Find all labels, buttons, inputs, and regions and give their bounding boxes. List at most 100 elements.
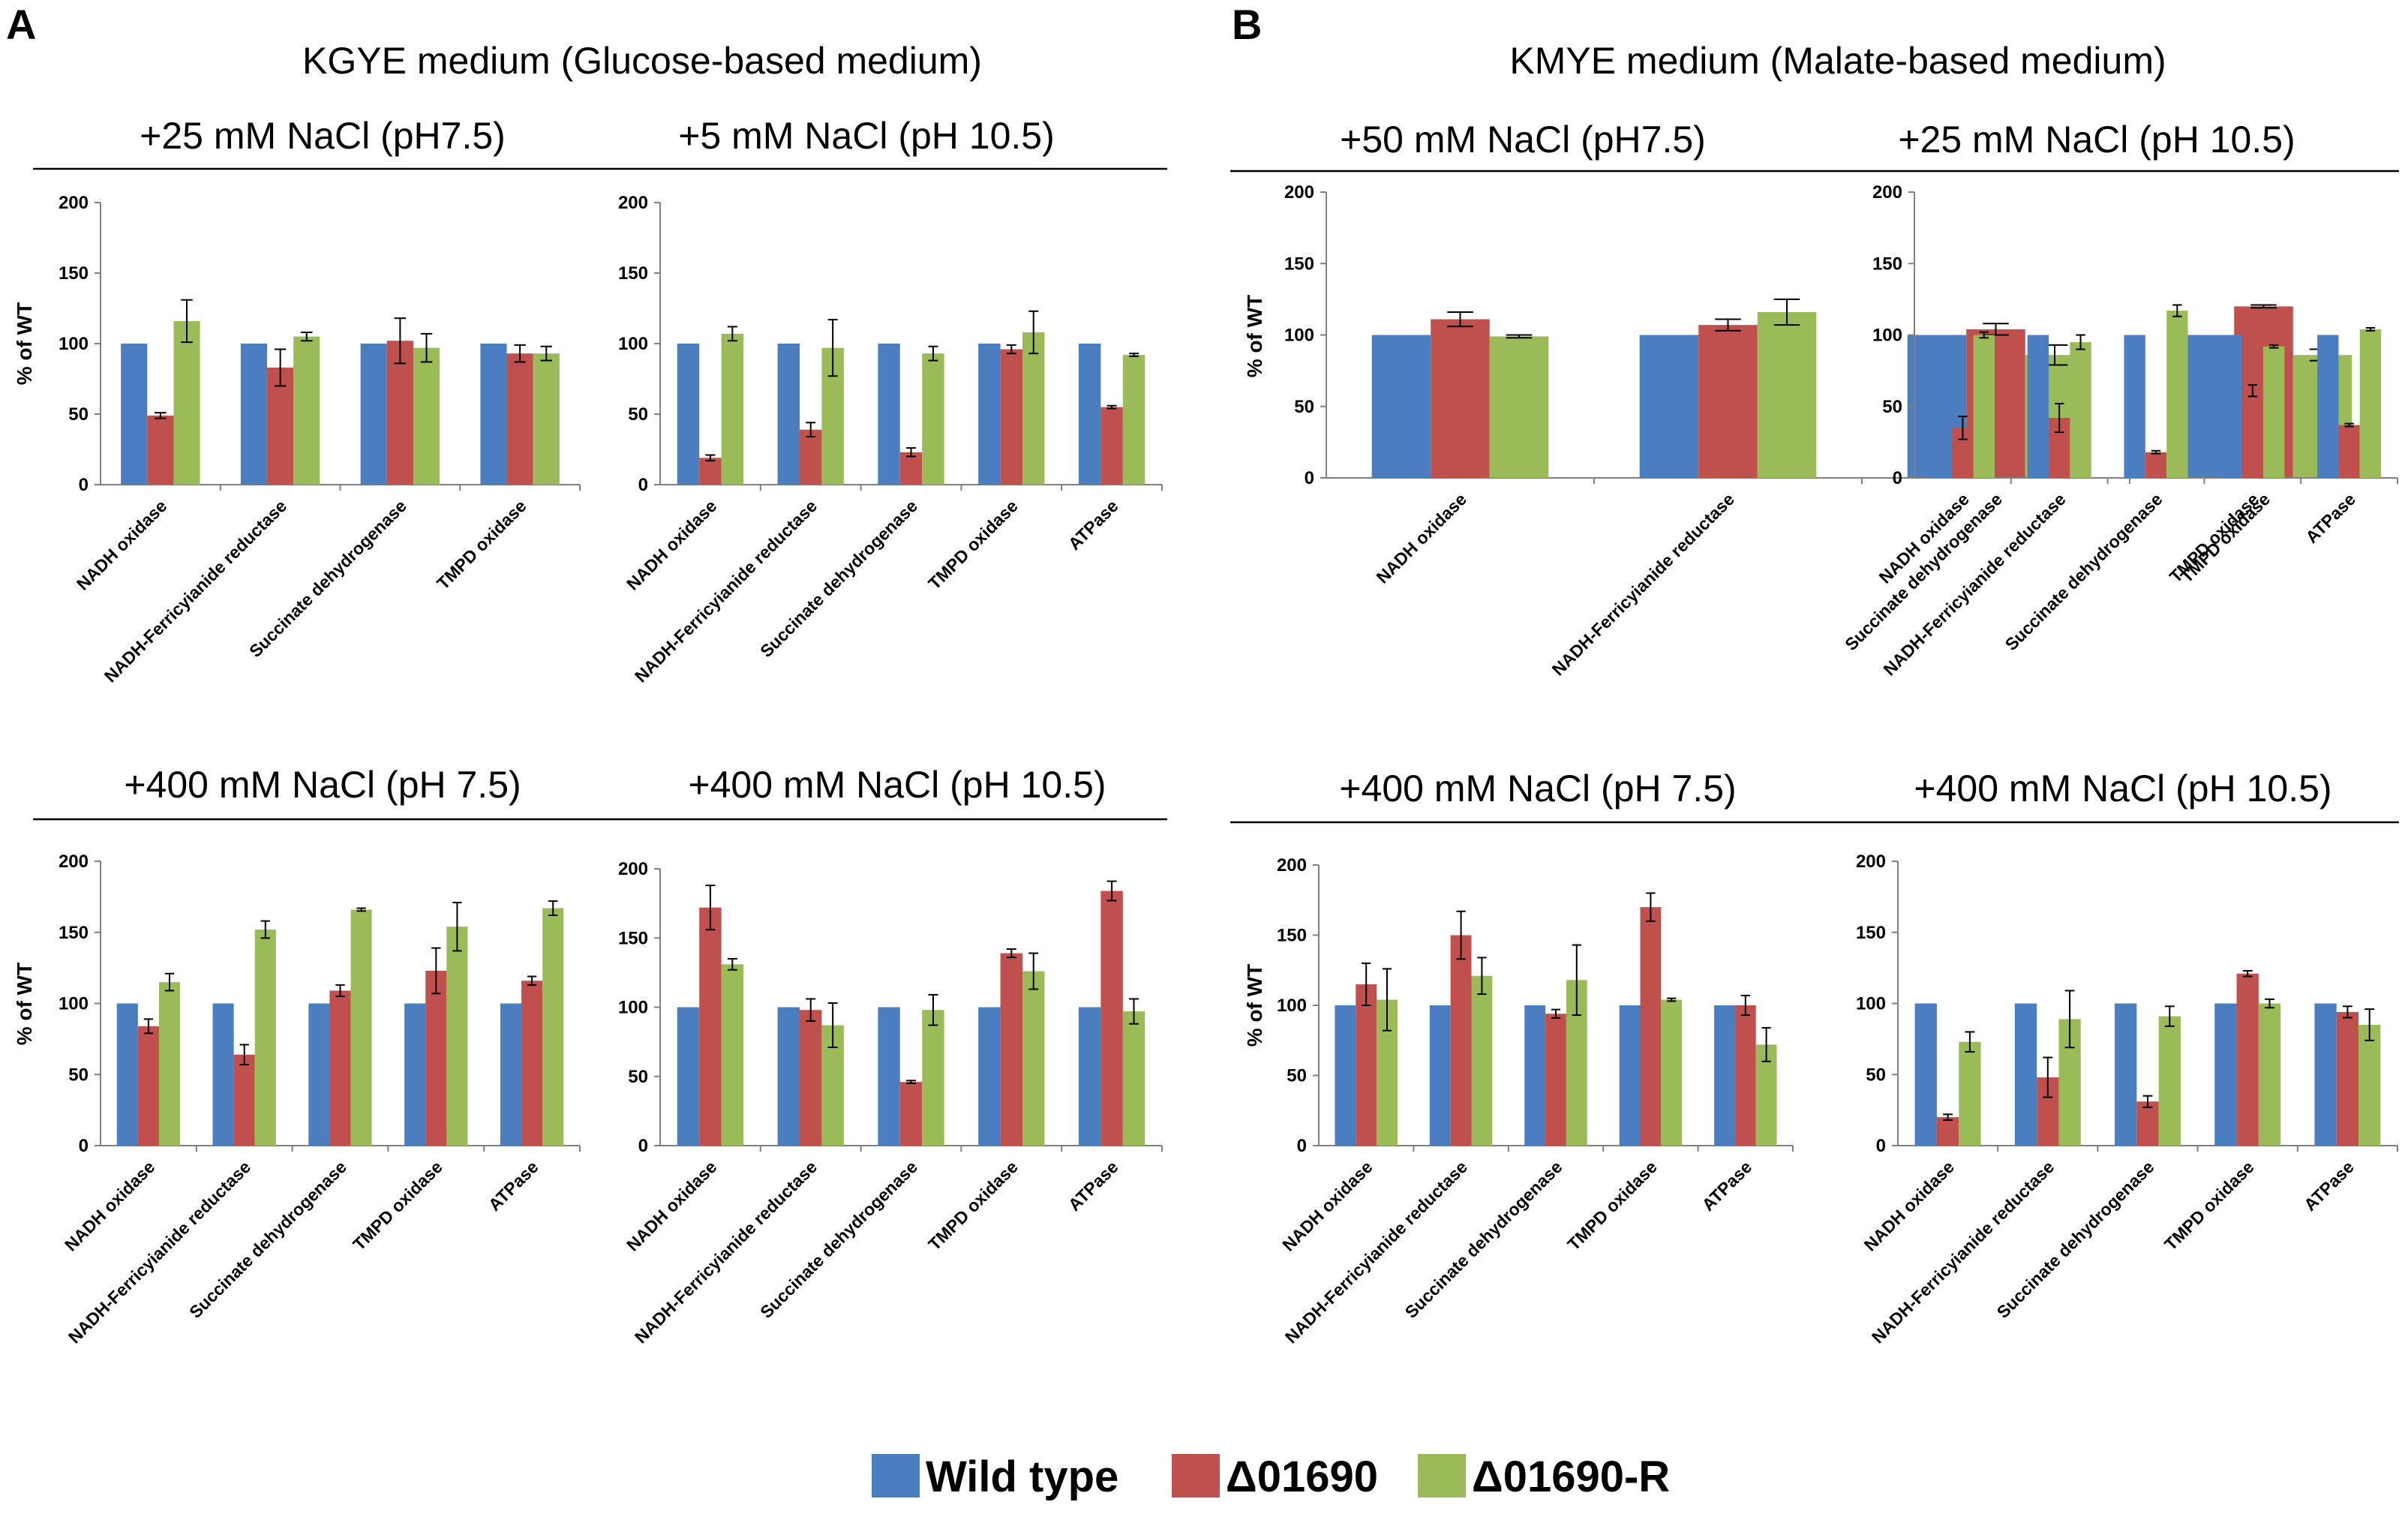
bar-delta (1640, 907, 1662, 1146)
y-tick-label: 150 (1277, 926, 1307, 946)
y-tick-label: 150 (59, 923, 89, 943)
x-category-label: Succinate dehydrogenase (1401, 1157, 1566, 1322)
bar-wild-type (677, 344, 700, 485)
y-tick-label: 200 (618, 193, 648, 213)
x-category-label: NADH-Ferricyianide reductase (65, 1157, 254, 1347)
y-tick-label: 200 (1872, 182, 1902, 203)
bar-wild-type (1524, 1005, 1546, 1146)
legend-label-delta-r: Δ01690-R (1472, 1452, 1670, 1501)
y-tick-label: 150 (1872, 254, 1902, 274)
panel-b-medium-title: KMYE medium (Malate-based medium) (1509, 40, 2166, 82)
bar-delta-r (1489, 336, 1549, 478)
chart-title: +400 mM NaCl (pH 7.5) (1339, 768, 1736, 810)
y-tick-label: 100 (618, 334, 648, 354)
x-category-label: TMPD oxidase (1563, 1157, 1661, 1254)
legend: Wild type Δ01690 Δ01690-R (872, 1452, 1670, 1501)
bar-delta-r (254, 929, 276, 1146)
x-category-label: ATPase (2301, 489, 2359, 547)
y-axis-label: % of WT (13, 302, 36, 385)
x-category-label: NADH oxidase (1373, 489, 1470, 587)
chart-title: +25 mM NaCl (pH7.5) (140, 115, 506, 157)
y-tick-label: 150 (618, 928, 648, 948)
y-tick-label: 50 (1287, 1066, 1307, 1086)
bar-delta-r (1471, 975, 1493, 1146)
bar-wild-type (1714, 1005, 1735, 1146)
y-tick-label: 150 (618, 263, 648, 284)
bar-delta (699, 907, 722, 1146)
bar-delta (1545, 1014, 1566, 1146)
y-axis-label: % of WT (1243, 295, 1266, 377)
y-tick-label: 200 (618, 859, 648, 879)
bar-wild-type (480, 344, 507, 485)
bar-wild-type (2314, 1003, 2337, 1146)
bar-wild-type (2115, 1003, 2137, 1146)
bar-delta-r (721, 964, 744, 1146)
bar-wild-type (308, 1003, 330, 1146)
y-tick-label: 100 (59, 334, 89, 354)
x-category-label: TMPD oxidase (2166, 489, 2263, 587)
y-tick-label: 50 (628, 404, 648, 425)
bar-delta (233, 1054, 255, 1146)
bar-delta-r (350, 909, 372, 1146)
bar-wild-type (500, 1003, 522, 1146)
chart-title: +400 mM NaCl (pH 10.5) (688, 764, 1106, 806)
y-tick-label: 50 (68, 1065, 89, 1085)
bar-delta-r (1022, 332, 1045, 485)
bar-delta-r (2262, 346, 2285, 478)
legend-swatch-delta-r (1418, 1454, 1466, 1497)
x-category-label: NADH-Ferricyianide reductase (631, 496, 821, 686)
bar-wild-type (1619, 1005, 1641, 1146)
bar-delta (1356, 984, 1377, 1146)
y-tick-label: 100 (1872, 326, 1902, 346)
y-tick-label: 0 (1893, 468, 1902, 488)
chart-title: +400 mM NaCl (pH 10.5) (1914, 768, 2331, 810)
bar-delta-r (413, 347, 440, 485)
bar-delta-r (721, 333, 744, 485)
bar-wild-type (1078, 344, 1101, 485)
x-category-label: Succinate dehydrogenase (1993, 1157, 2158, 1322)
panel-a-medium-title: KGYE medium (Glucose-based medium) (302, 40, 982, 82)
chart-title: +400 mM NaCl (pH 7.5) (124, 764, 521, 806)
bar-delta (2336, 1011, 2359, 1146)
bar-delta (699, 458, 722, 485)
bar-delta (1698, 325, 1758, 478)
bar-delta (2236, 973, 2259, 1146)
y-tick-label: 50 (628, 1067, 648, 1087)
bar-delta (2145, 452, 2167, 478)
bar-delta (521, 981, 543, 1146)
bar-wild-type (1930, 335, 1953, 478)
x-category-label: ATPase (1064, 496, 1122, 554)
chart-b-bottom-right: +400 mM NaCl (pH 10.5) 0 50 100 150 200 NADH o… (1856, 768, 2398, 1347)
bar-delta-r (2358, 1024, 2381, 1146)
y-tick-label: 100 (1277, 996, 1307, 1016)
bar-delta (1936, 1117, 1959, 1146)
bar-wild-type (2220, 335, 2242, 478)
bar-delta-r (542, 908, 564, 1146)
bar-wild-type (878, 1007, 900, 1146)
bar-wild-type (978, 344, 1001, 485)
y-tick-label: 0 (1297, 1136, 1307, 1156)
bar-wild-type (360, 344, 387, 485)
chart-title: +25 mM NaCl (pH 10.5) (1898, 119, 2295, 161)
y-tick-label: 100 (1856, 994, 1886, 1014)
bar-delta-r (1122, 1011, 1145, 1146)
bar-delta (1000, 953, 1023, 1146)
bar-delta (1100, 891, 1123, 1146)
bar-wild-type (777, 344, 800, 485)
bar-delta (506, 353, 533, 485)
bar-wild-type (2214, 1003, 2237, 1146)
bar-wild-type (1335, 1005, 1356, 1146)
chart-a-bottom-right: +400 mM NaCl (pH 10.5) 0 50 100 150 200 NADH o… (618, 764, 1163, 1347)
y-tick-label: 100 (1284, 326, 1314, 346)
y-axis-label: % of WT (13, 963, 36, 1045)
bar-delta (267, 367, 294, 485)
bar-delta (2241, 390, 2263, 478)
bar-delta-r (1959, 1041, 1981, 1146)
bar-delta (1734, 1005, 1756, 1146)
bar-delta (137, 1026, 159, 1146)
y-tick-label: 0 (79, 475, 89, 495)
bar-wild-type (240, 344, 268, 485)
bar-delta (799, 429, 822, 485)
x-category-label: TMPD oxidase (924, 496, 1022, 593)
